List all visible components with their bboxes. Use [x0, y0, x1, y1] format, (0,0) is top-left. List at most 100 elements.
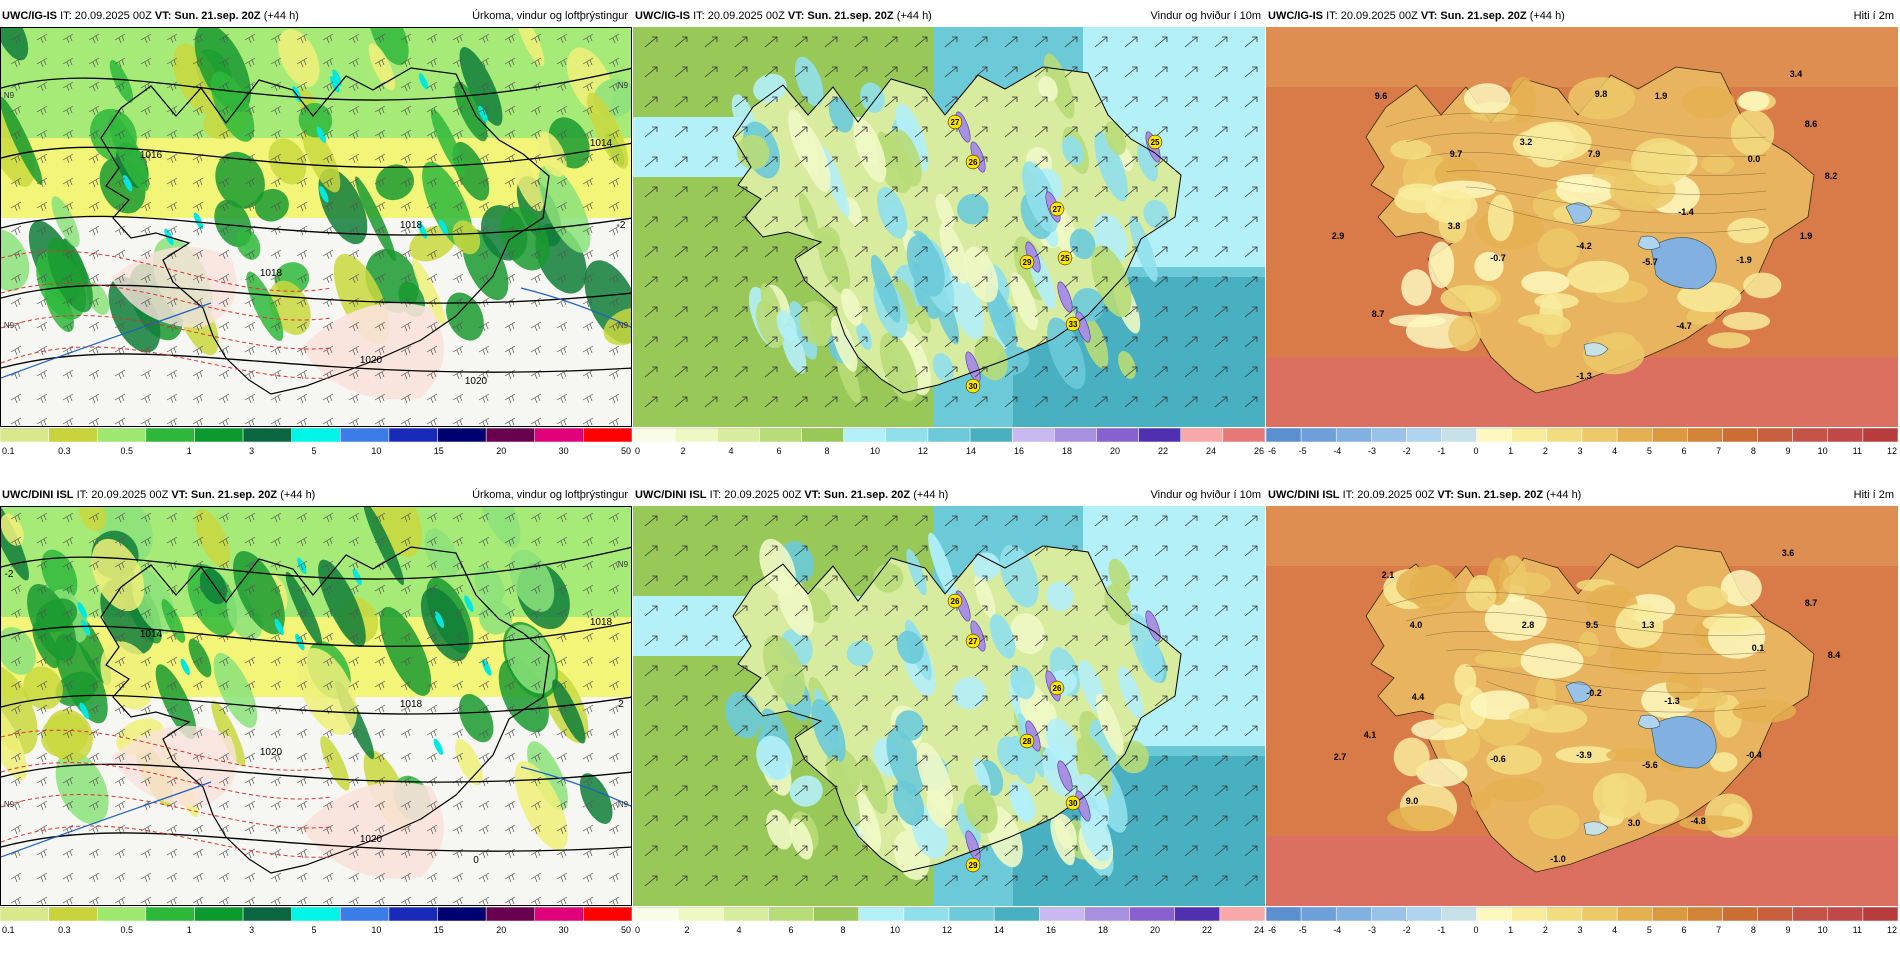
lead-time: (+44 h) [1546, 489, 1582, 501]
colorbar-swatch [1371, 428, 1407, 443]
map-label: 1018 [400, 220, 423, 231]
lead-time: (+44 h) [1529, 10, 1565, 22]
colorbar-tick-label: 6 [1681, 446, 1686, 456]
init-time: IT: 20.09.2025 00Z [709, 489, 802, 501]
map-label: 8.2 [1825, 171, 1838, 181]
colorbar-tick-label: 15 [434, 925, 444, 935]
colorbar-tick-label: -5 [1299, 925, 1307, 935]
map-label: 30 [1069, 799, 1078, 808]
colorbar-swatch [1862, 907, 1898, 922]
map-label: 4.4 [1412, 692, 1425, 702]
map-label: 0 [473, 855, 479, 866]
init-time: IT: 20.09.2025 00Z [1342, 489, 1435, 501]
colorbar-swatch [583, 428, 632, 443]
colorbar-swatch [1300, 428, 1337, 443]
colorbar-tick-label: 26 [1254, 446, 1264, 456]
colorbar-tick-label: -2 [1403, 925, 1411, 935]
colorbar-tick-label: 16 [1014, 446, 1024, 456]
map-label: N9 [4, 91, 15, 100]
panel-title: Vindur og hviður í 10m [1150, 489, 1261, 501]
map-label: 8.7 [1372, 309, 1385, 319]
valid-label: VT: [1420, 10, 1438, 22]
colorbar-tick-label: 11 [1853, 925, 1862, 935]
colorbar-swatch [388, 907, 438, 922]
colorbar-tick-label: 4 [1612, 446, 1617, 456]
map-label: 2.9 [1332, 231, 1345, 241]
model-name: UWC/IG-IS [1268, 10, 1323, 22]
colorbar-swatch [1792, 907, 1829, 922]
map-label: 7.9 [1588, 149, 1601, 159]
colorbar-tick-label: 20 [1150, 925, 1160, 935]
colorbar-swatch [1687, 428, 1723, 443]
colorbar-tick-label: 15 [434, 446, 444, 456]
colorbar-swatch [927, 428, 971, 443]
colorbar-swatch [1054, 428, 1097, 443]
colorbar-swatch [1581, 428, 1618, 443]
colorbar-tick-label: 0.3 [58, 446, 71, 456]
colorbar-swatch [858, 907, 905, 922]
colorbar-tick-label: 22 [1158, 446, 1168, 456]
map-label: 30 [969, 382, 978, 391]
colorbar-tick-label: 24 [1206, 446, 1216, 456]
colorbar-swatch [1371, 907, 1407, 922]
colorbar-tick-label: 0 [635, 446, 640, 456]
panel-header: UWC/IG-IS IT: 20.09.2025 00Z VT: Sun. 21… [0, 5, 632, 27]
init-time: IT: 20.09.2025 00Z [693, 10, 785, 22]
colorbar-swatch [1335, 428, 1372, 443]
colorbar-swatch [1084, 907, 1130, 922]
panel-precip-igis: UWC/IG-IS IT: 20.09.2025 00Z VT: Sun. 21… [0, 5, 632, 475]
panel-precip-dini: UWC/DINI ISL IT: 20.09.2025 00Z VT: Sun.… [0, 484, 632, 954]
map-label: -1.3 [1576, 371, 1592, 381]
colorbar-tick-label: 8 [840, 925, 845, 935]
colorbar-tick-label: 0.1 [2, 925, 15, 935]
wind-map: 26 27 26 28 30 29 [633, 506, 1265, 906]
colorbar-swatch [1138, 428, 1181, 443]
colorbar-swatch [1651, 428, 1688, 443]
panel-title: Hiti í 2m [1853, 10, 1894, 22]
colorbar-swatch [1476, 907, 1513, 922]
map-label: -3.9 [1576, 750, 1592, 760]
map-label: -4.2 [1576, 241, 1592, 251]
colorbar-tick-label: 6 [1681, 925, 1686, 935]
colorbar-tick-label: 2 [680, 446, 685, 456]
panel-title: Vindur og hviður í 10m [1150, 10, 1261, 22]
colorbar-swatch [291, 907, 341, 922]
map-label: N9 [618, 81, 629, 90]
wind-colorbar: 0 2 4 6 8 10 12 14 16 18 20 22 24 [633, 907, 1265, 937]
colorbar-swatch [1039, 907, 1085, 922]
map-label: 9.5 [1586, 620, 1599, 630]
colorbar-tick-label: 30 [559, 446, 569, 456]
map-label: 1018 [400, 699, 423, 710]
colorbar-tick-label: 4 [728, 446, 733, 456]
panel-header: UWC/DINI ISL IT: 20.09.2025 00Z VT: Sun.… [0, 484, 632, 506]
valid-label: VT: [804, 489, 821, 501]
colorbar-swatch [583, 907, 632, 922]
colorbar-swatch [1441, 907, 1477, 922]
map-label: -4.7 [1676, 321, 1692, 331]
colorbar-tick-label: 8 [1751, 446, 1756, 456]
init-time: IT: 20.09.2025 00Z [1326, 10, 1418, 22]
map-label: -1.0 [1550, 854, 1566, 864]
colorbar-swatch [1511, 907, 1548, 922]
colorbar-swatch [1757, 428, 1793, 443]
map-label: -1.4 [1678, 207, 1694, 217]
colorbar-tick-label: 0 [635, 925, 640, 935]
colorbar-tick-label: 16 [1046, 925, 1056, 935]
colorbar-tick-label: 0.3 [58, 925, 71, 935]
valid-time: Sun. 21.sep. 20Z [823, 489, 911, 501]
valid-label: VT: [154, 10, 172, 22]
map-label: 8.6 [1805, 119, 1818, 129]
map-label: -1.3 [1664, 696, 1680, 706]
init-time: IT: 20.09.2025 00Z [60, 10, 152, 22]
map-label: 3.2 [1520, 137, 1533, 147]
map-label: 4.1 [1364, 730, 1377, 740]
colorbar-swatch [993, 907, 1040, 922]
map-label: N9 [618, 321, 629, 330]
map-label: 3.0 [1628, 818, 1641, 828]
colorbar-swatch [1827, 907, 1864, 922]
colorbar-tick-label: 20 [1110, 446, 1120, 456]
map-label: 9.8 [1595, 89, 1608, 99]
colorbar-swatch [0, 428, 49, 443]
lead-time: (+44 h) [896, 10, 932, 22]
colorbar-tick-label: 7 [1716, 446, 1721, 456]
